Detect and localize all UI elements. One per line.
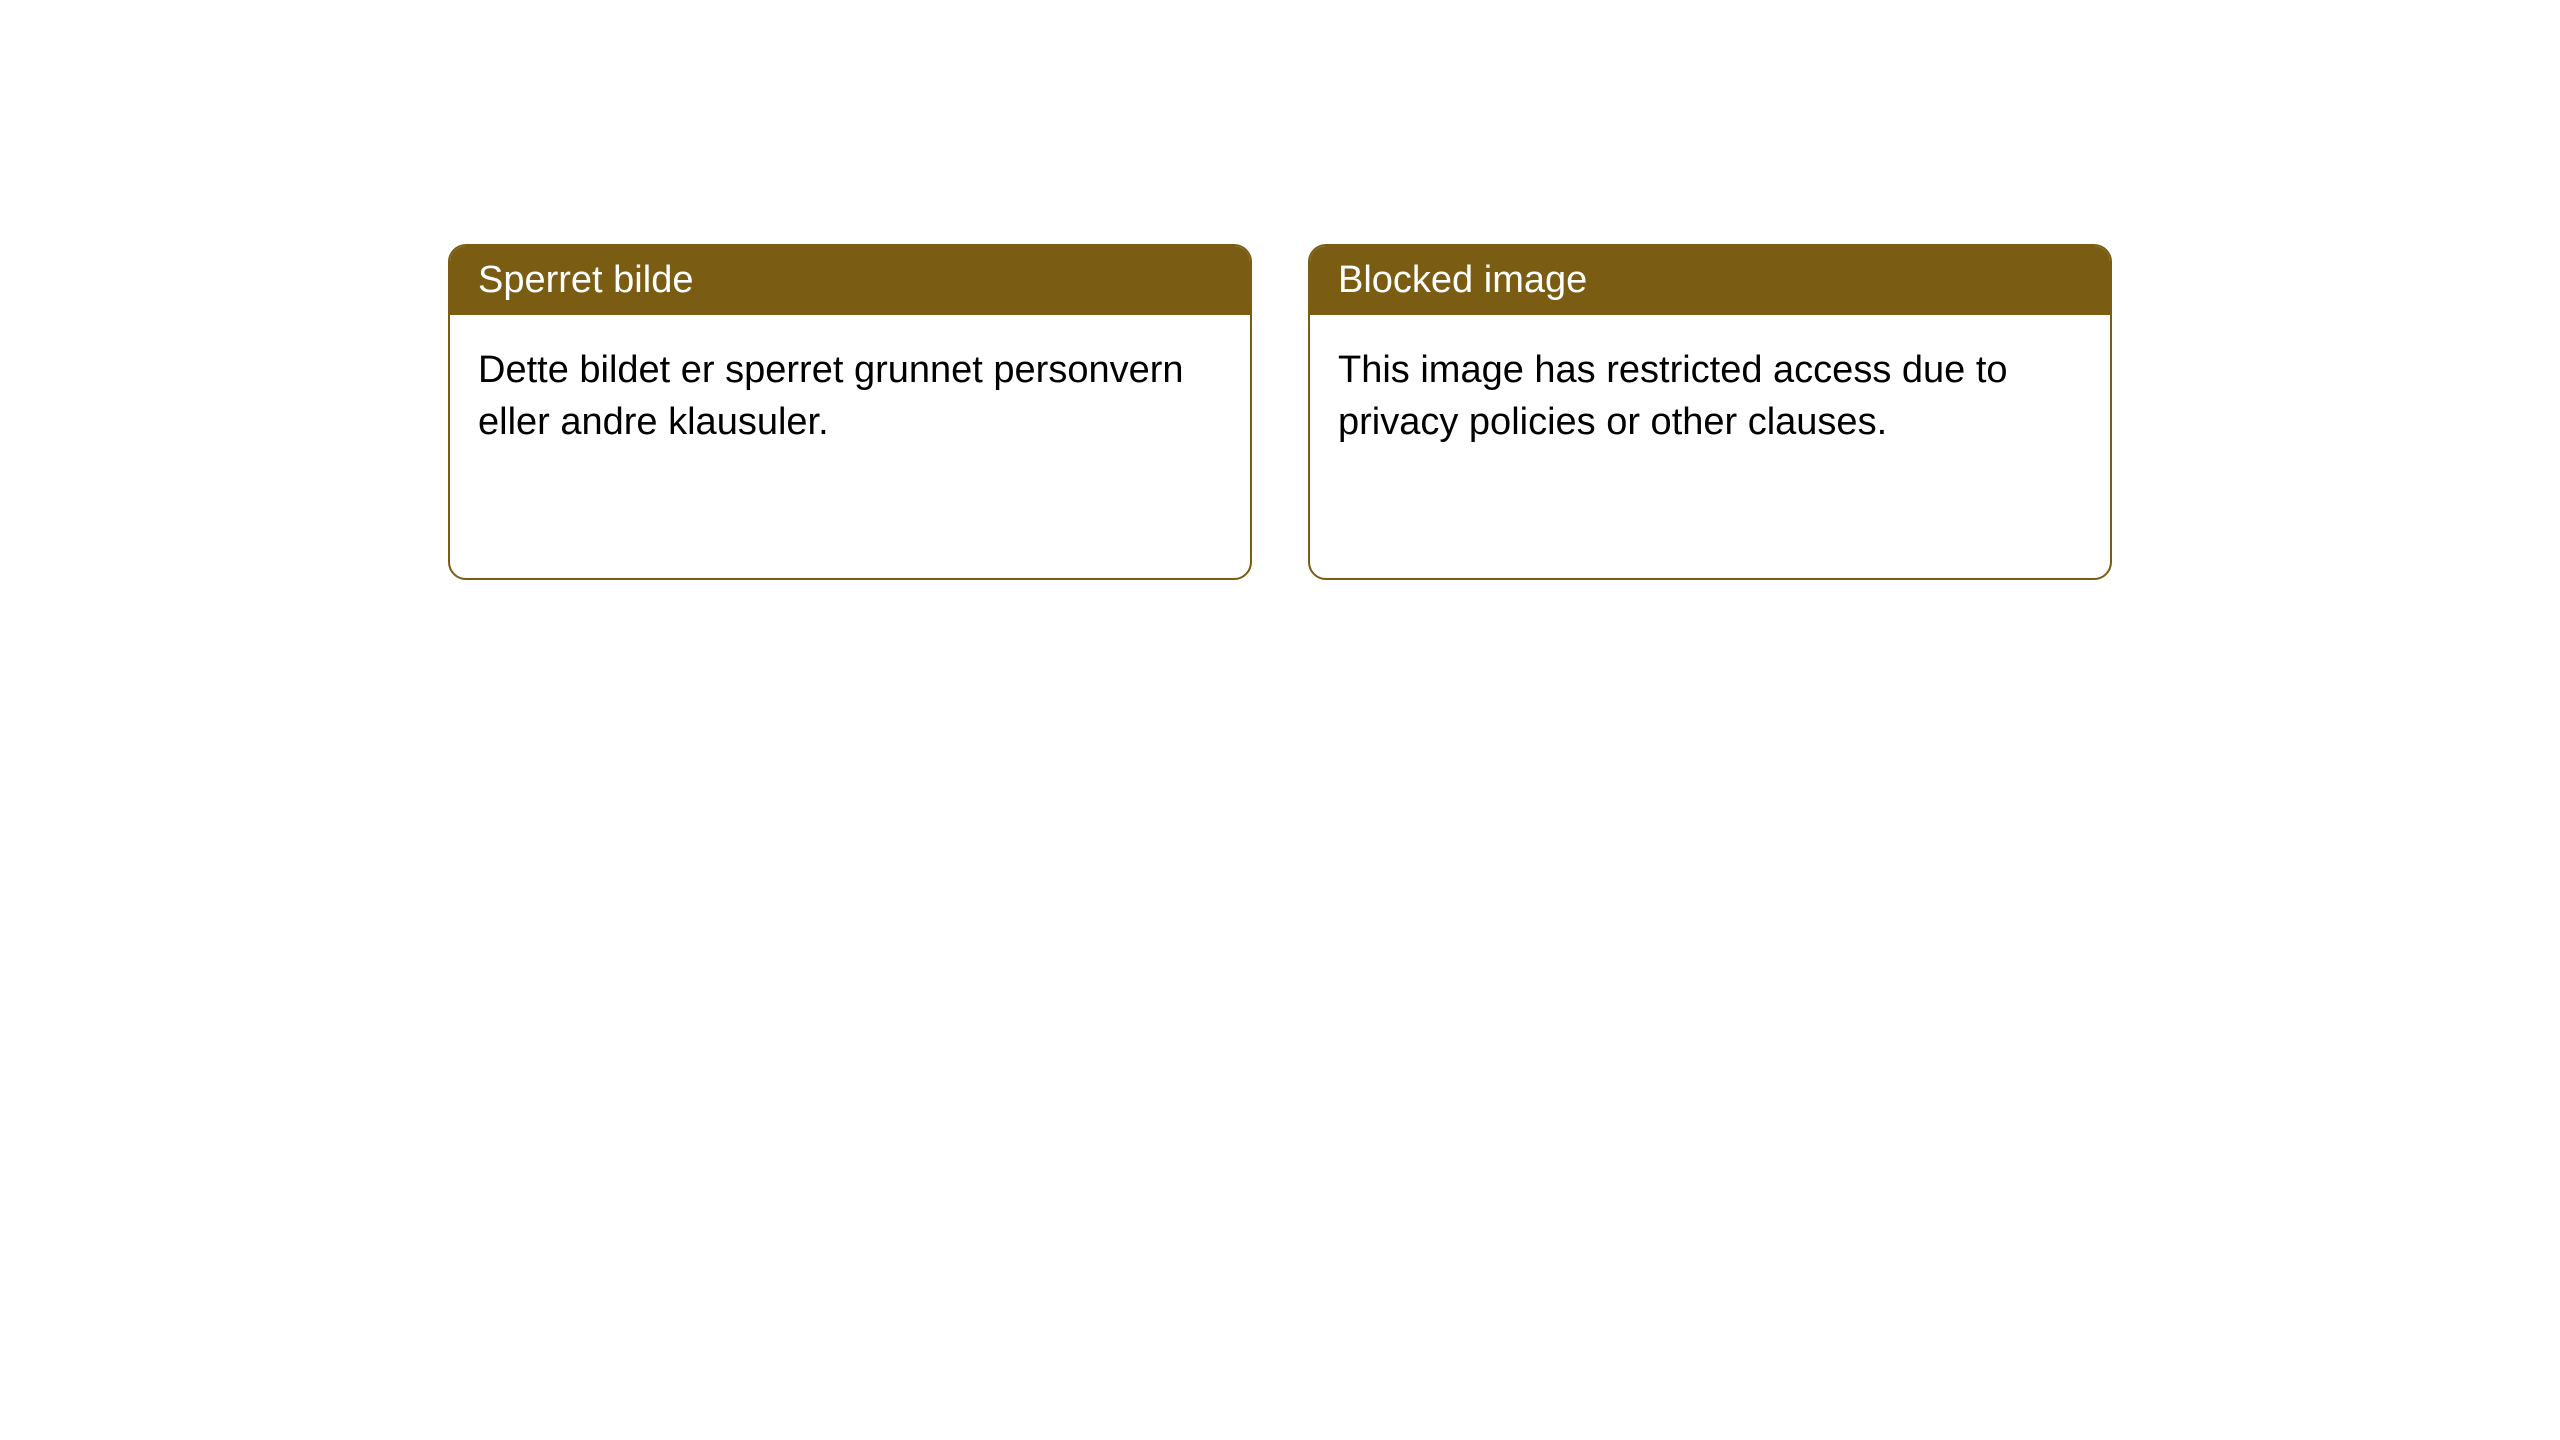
blocked-image-card-no: Sperret bilde Dette bildet er sperret gr… (448, 244, 1252, 580)
card-header: Sperret bilde (450, 246, 1250, 315)
card-body: This image has restricted access due to … (1310, 315, 2110, 478)
blocked-image-card-en: Blocked image This image has restricted … (1308, 244, 2112, 580)
card-header: Blocked image (1310, 246, 2110, 315)
card-body-text: Dette bildet er sperret grunnet personve… (478, 349, 1184, 442)
card-title: Blocked image (1338, 259, 1587, 301)
card-title: Sperret bilde (478, 259, 693, 301)
card-body-text: This image has restricted access due to … (1338, 349, 2008, 442)
cards-container: Sperret bilde Dette bildet er sperret gr… (0, 0, 2560, 580)
card-body: Dette bildet er sperret grunnet personve… (450, 315, 1250, 478)
